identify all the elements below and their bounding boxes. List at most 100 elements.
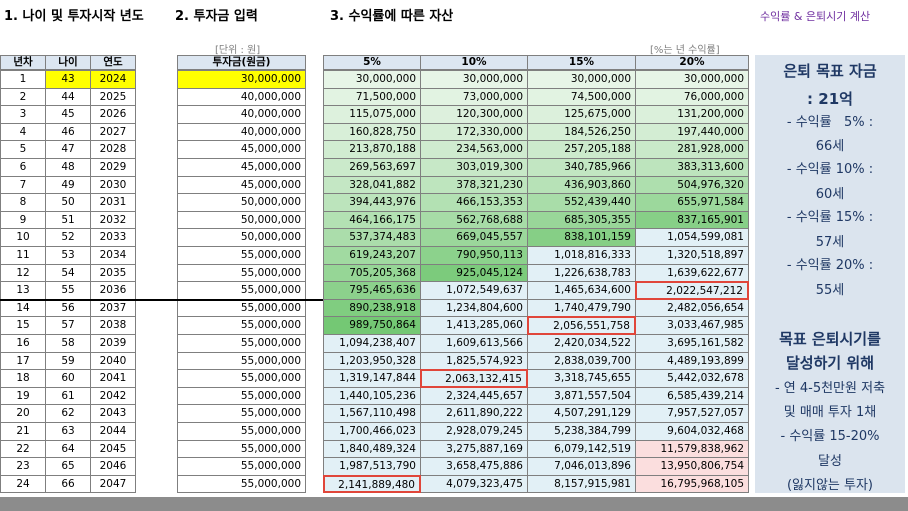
- cell: 552,439,440: [527, 193, 636, 212]
- cell: 54: [45, 263, 91, 283]
- cell: 234,563,000: [420, 140, 528, 159]
- column-header: 년차: [0, 55, 46, 70]
- cell: 2038: [90, 316, 136, 335]
- cell: 2036: [90, 281, 136, 300]
- cell: 303,019,300: [420, 158, 528, 177]
- cell: 383,313,600: [635, 158, 749, 177]
- panel-line: 55세: [815, 283, 845, 298]
- cell: 22: [0, 439, 46, 459]
- cell: 2,056,551,758: [527, 316, 636, 335]
- cell: 60: [45, 369, 91, 388]
- cell: 6,079,142,519: [527, 439, 636, 459]
- cell: 2044: [90, 422, 136, 441]
- cell: 30,000,000: [635, 70, 749, 89]
- cell: 1,639,622,677: [635, 263, 749, 283]
- cell: 2046: [90, 457, 136, 476]
- cell: 55,000,000: [177, 316, 306, 335]
- cell: 55,000,000: [177, 298, 306, 318]
- cell: 197,440,000: [635, 122, 749, 142]
- cell: 49: [45, 175, 91, 195]
- cell: 378,321,230: [420, 175, 528, 195]
- cell: 1,700,466,023: [323, 422, 421, 441]
- cell: 705,205,368: [323, 263, 421, 283]
- cell: 55,000,000: [177, 404, 306, 423]
- cell: 30,000,000: [177, 70, 306, 89]
- cell: 2026: [90, 105, 136, 124]
- cell: 340,785,966: [527, 158, 636, 177]
- cell: 2047: [90, 474, 136, 494]
- cell: 795,465,636: [323, 281, 421, 300]
- cell: 655,971,584: [635, 193, 749, 212]
- cell: 464,166,175: [323, 210, 421, 230]
- column-header: 5%: [323, 55, 421, 70]
- cell: 1,094,238,407: [323, 334, 421, 353]
- cell: 50: [45, 193, 91, 212]
- cell: 6: [0, 158, 46, 177]
- cell: 504,976,320: [635, 175, 749, 195]
- cell: 59: [45, 351, 91, 371]
- cell: 56: [45, 298, 91, 318]
- cell: 838,101,159: [527, 228, 636, 247]
- cell: 2,482,056,654: [635, 298, 749, 318]
- cell: 65: [45, 457, 91, 476]
- cell: 1,319,147,844: [323, 369, 421, 388]
- cell: 131,200,000: [635, 105, 749, 124]
- cell: 7,957,527,057: [635, 404, 749, 423]
- cell: 55,000,000: [177, 351, 306, 371]
- cell: 2032: [90, 210, 136, 230]
- panel-line: 은퇴 목표 자금: [783, 62, 877, 80]
- cell: 669,045,557: [420, 228, 528, 247]
- row-divider: [0, 298, 323, 301]
- column-header: 투자금(원금): [177, 55, 306, 70]
- cell: 9,604,032,468: [635, 422, 749, 441]
- cell: 269,563,697: [323, 158, 421, 177]
- cell: 120,300,000: [420, 105, 528, 124]
- column-header: 20%: [635, 55, 749, 70]
- panel-line: 달성: [818, 454, 842, 469]
- cell: 55,000,000: [177, 281, 306, 300]
- cell: 10: [0, 228, 46, 247]
- cell: 2,324,445,657: [420, 386, 528, 406]
- cell: 3: [0, 105, 46, 124]
- cell: 45: [45, 105, 91, 124]
- cell: 1,203,950,328: [323, 351, 421, 371]
- cell: 52: [45, 228, 91, 247]
- cell: 837,165,901: [635, 210, 749, 230]
- cell: 62: [45, 404, 91, 423]
- cell: 40,000,000: [177, 87, 306, 107]
- cell: 2,022,547,212: [635, 281, 749, 300]
- cell: 16,795,968,105: [635, 474, 749, 494]
- cell: 55: [45, 281, 91, 300]
- section-title: 3. 수익률에 따른 자산: [330, 9, 454, 24]
- cell: 55,000,000: [177, 439, 306, 459]
- cell: 12: [0, 263, 46, 283]
- cell: 44: [45, 87, 91, 107]
- cell: 281,928,000: [635, 140, 749, 159]
- section-title: 2. 투자금 입력: [175, 9, 258, 24]
- cell: 115,075,000: [323, 105, 421, 124]
- cell: 46: [45, 122, 91, 142]
- cell: 2043: [90, 404, 136, 423]
- panel-line: (잃지않는 투자): [786, 478, 874, 493]
- cell: 11: [0, 246, 46, 265]
- cell: 5,238,384,799: [527, 422, 636, 441]
- link-text[interactable]: 수익률 & 은퇴시기 계산: [760, 10, 871, 23]
- cell: 1,609,613,566: [420, 334, 528, 353]
- panel-line: - 수익률 10% :: [786, 162, 874, 177]
- cell: 57: [45, 316, 91, 335]
- cell: 11,579,838,962: [635, 439, 749, 459]
- cell: 58: [45, 334, 91, 353]
- cell: 2,141,889,480: [323, 474, 421, 494]
- cell: 40,000,000: [177, 105, 306, 124]
- cell: 2045: [90, 439, 136, 459]
- cell: 619,243,207: [323, 246, 421, 265]
- cell: 5,442,032,678: [635, 369, 749, 388]
- cell: 3,275,887,169: [420, 439, 528, 459]
- cell: 15: [0, 316, 46, 335]
- bottom-bar: [0, 497, 908, 511]
- cell: 4: [0, 122, 46, 142]
- rate-note: [%는 년 수익률]: [650, 45, 720, 56]
- cell: 45,000,000: [177, 175, 306, 195]
- cell: 64: [45, 439, 91, 459]
- cell: 2,420,034,522: [527, 334, 636, 353]
